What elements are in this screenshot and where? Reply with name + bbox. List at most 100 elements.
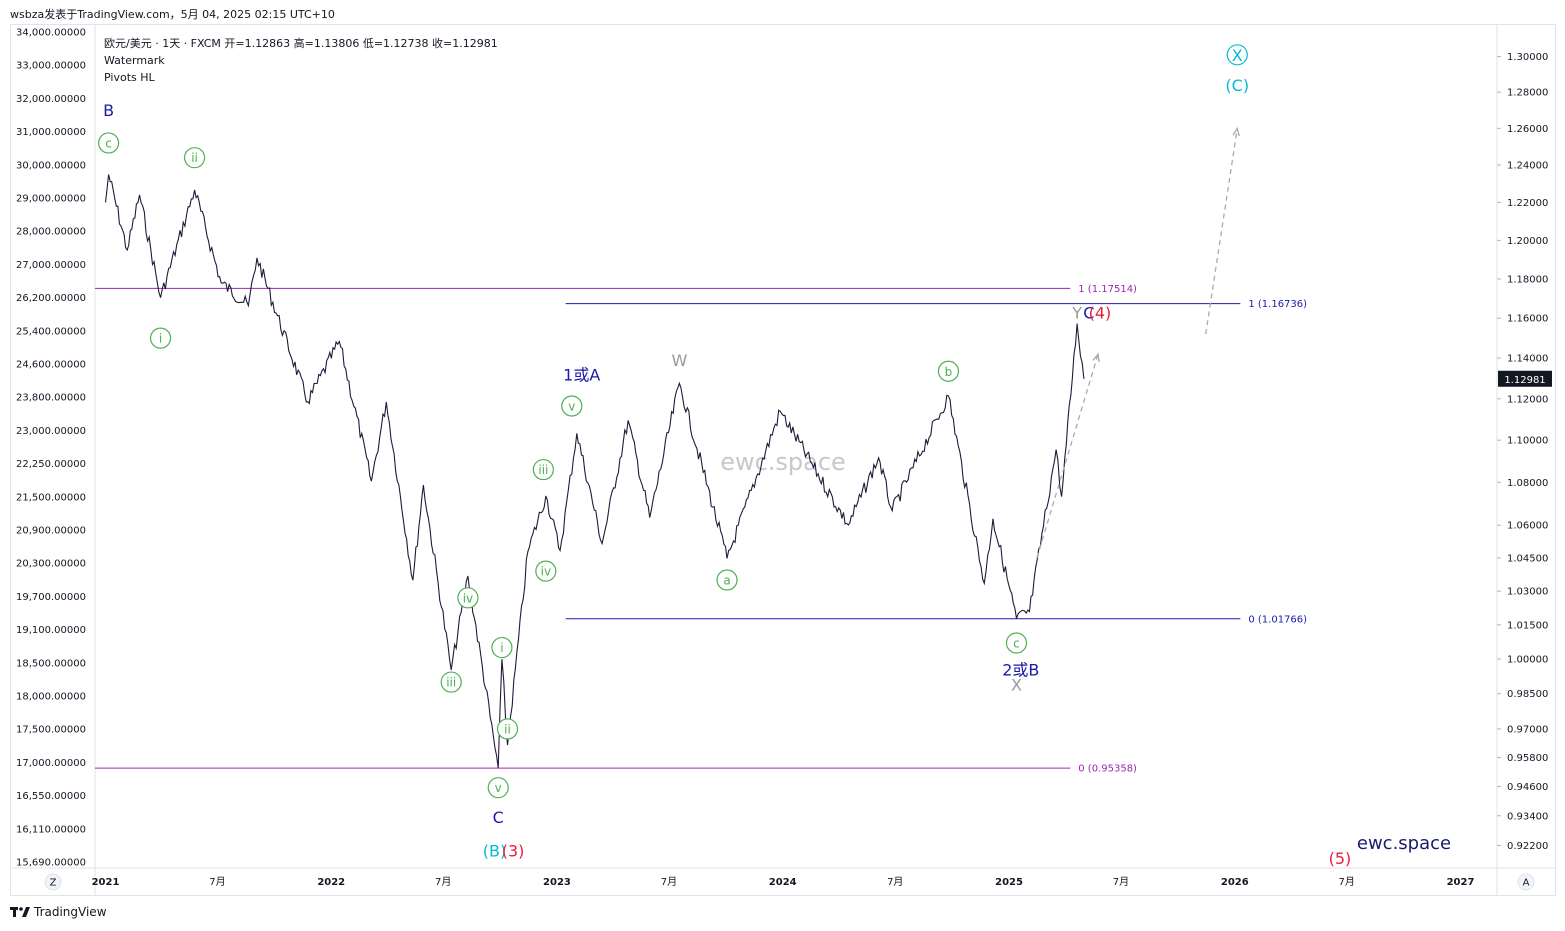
price-tick-label: 1.01500 (1507, 620, 1548, 631)
price-tick-label: 1.12000 (1507, 394, 1548, 405)
price-tick-label: 0.97000 (1507, 724, 1548, 735)
time-tick-label: 7月 (661, 876, 677, 888)
last-price-tag (1498, 370, 1552, 387)
tradingview-logo-icon (10, 907, 30, 917)
left-scale-tick-label: 31,000.00000 (16, 127, 86, 138)
last-price-label: 1.12981 (1504, 375, 1545, 386)
time-tick-label: 7月 (209, 876, 225, 888)
left-scale-tick-label: 30,000.00000 (16, 160, 86, 171)
left-scale-tick-label: 28,000.00000 (16, 227, 86, 238)
price-tick-label: 1.16000 (1507, 314, 1548, 325)
wave-label-circle (440, 671, 462, 693)
price-tick-label: 1.30000 (1507, 52, 1548, 63)
price-tick-label: 1.06000 (1507, 521, 1548, 532)
price-tick-label: 1.10000 (1507, 436, 1548, 447)
wave-label-circle (457, 587, 479, 609)
price-tick-label: 0.93400 (1507, 811, 1548, 822)
price-tick-label: 1.18000 (1507, 274, 1548, 285)
left-scale-tick-label: 18,500.00000 (16, 658, 86, 669)
wave-label: B (103, 101, 114, 120)
price-tick-label: 1.20000 (1507, 236, 1548, 247)
wave-label-circle (496, 718, 519, 740)
left-scale-tick-label: 27,000.00000 (16, 260, 86, 271)
publish-info: wsbza发表于TradingView.com，5月 04, 2025 02:1… (10, 8, 335, 21)
scale-a-button-label[interactable]: A (1523, 878, 1530, 889)
price-series[interactable] (104, 174, 1085, 769)
left-scale-tick-label: 24,600.00000 (16, 360, 86, 371)
projection-line[interactable] (1205, 128, 1238, 335)
left-scale-tick-label: 33,000.00000 (16, 61, 86, 72)
time-tick-label: 7月 (435, 876, 451, 888)
left-scale-tick-label: 16,550.00000 (16, 791, 86, 802)
time-tick-label: 7月 (887, 876, 903, 888)
scale-a-button[interactable] (1517, 873, 1535, 891)
wave-label-circle (98, 132, 120, 154)
price-tick-label: 1.24000 (1507, 161, 1548, 172)
left-scale-tick-label: 23,800.00000 (16, 393, 86, 404)
corner-watermark: ewc.space (1357, 833, 1451, 854)
wave-label: W (672, 351, 688, 370)
wave-label: (3) (502, 841, 525, 860)
wave-label: (C) (1225, 76, 1249, 95)
left-scale-tick-label: 15,690.00000 (16, 858, 86, 869)
indicator-watermark[interactable]: Watermark (104, 54, 165, 67)
wave-label: v (495, 781, 502, 795)
left-scale-tick-label: 19,700.00000 (16, 592, 86, 603)
left-scale-tick-label: 17,500.00000 (16, 725, 86, 736)
left-scale-tick-label: 20,900.00000 (16, 526, 86, 537)
left-scale-tick-label: 21,500.00000 (16, 492, 86, 503)
price-tick-label: 1.03000 (1507, 587, 1548, 598)
price-tick-label: 1.14000 (1507, 354, 1548, 365)
wave-label: (5) (1329, 849, 1352, 868)
price-tick-label: 1.08000 (1507, 478, 1548, 489)
scale-z-button[interactable] (44, 873, 62, 891)
time-tick-label: 2024 (769, 877, 797, 888)
left-scale-tick-label: 23,000.00000 (16, 426, 86, 437)
wave-label: C (1083, 303, 1094, 322)
time-tick-label: 2026 (1221, 877, 1249, 888)
level-label: 1 (1.17514) (1078, 284, 1137, 295)
wave-label: iv (463, 591, 473, 605)
wave-label: ii (504, 722, 511, 736)
wave-label: (B) (483, 841, 506, 860)
wave-label-circle (1005, 632, 1028, 654)
wave-label: i (500, 641, 503, 655)
projection-line[interactable] (1036, 353, 1099, 559)
price-tick-label: 1.00000 (1507, 655, 1548, 666)
wave-label: i (159, 332, 162, 346)
price-tick-label: 0.95800 (1507, 753, 1548, 764)
wave-label: iv (541, 565, 551, 579)
time-tick-label: 2023 (543, 877, 571, 888)
price-tick-label: 1.28000 (1507, 88, 1548, 99)
wave-label: iii (538, 463, 548, 477)
left-scale-tick-label: 19,100.00000 (16, 625, 86, 636)
wave-label-circle (716, 569, 738, 591)
tradingview-footer[interactable]: TradingView (10, 905, 107, 919)
chart-legend: 欧元/美元 · 1天 · FXCM 开=1.12863 高=1.13806 低=… (104, 35, 498, 86)
wave-label-circle (149, 327, 172, 349)
scale-z-button-label[interactable]: Z (50, 878, 57, 889)
wave-label: ii (191, 151, 198, 165)
wave-label-circle (487, 777, 509, 799)
wave-label: c (1013, 636, 1020, 650)
left-scale-tick-label: 29,000.00000 (16, 194, 86, 205)
time-tick-label: 2022 (317, 877, 345, 888)
level-label: 0 (1.01766) (1248, 614, 1307, 625)
chart-frame[interactable] (10, 24, 1556, 896)
wave-label-circle (937, 360, 960, 382)
time-tick-label: 7月 (1339, 876, 1355, 888)
indicator-pivots[interactable]: Pivots HL (104, 71, 155, 84)
time-tick-label: 2027 (1447, 877, 1475, 888)
wave-label: X (1232, 46, 1243, 65)
wave-label-circle (1226, 44, 1248, 66)
time-tick-label: 7月 (1113, 876, 1129, 888)
wave-label: a (723, 574, 730, 588)
wave-label: c (105, 136, 112, 150)
wave-label: 1或A (563, 365, 600, 384)
wave-label: (4) (1089, 303, 1112, 322)
symbol-ohlc-line[interactable]: 欧元/美元 · 1天 · FXCM 开=1.12863 高=1.13806 低=… (104, 37, 498, 50)
left-scale-tick-label: 26,200.00000 (16, 293, 86, 304)
projection-arrow (1092, 352, 1100, 363)
projection-arrow (1232, 126, 1240, 137)
